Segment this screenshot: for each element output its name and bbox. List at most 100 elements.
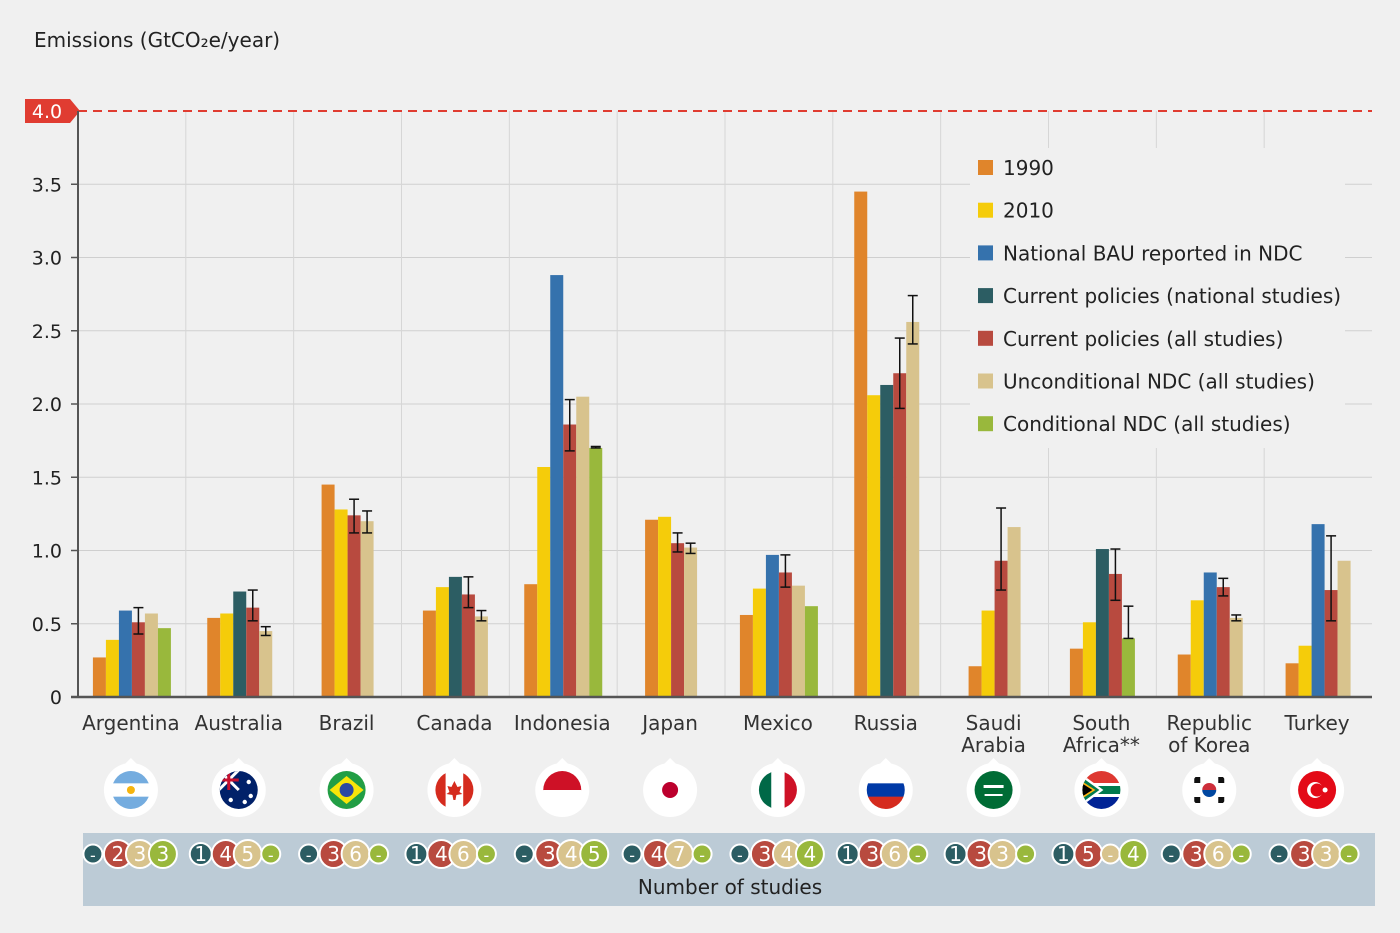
study-count-circle [1118, 839, 1149, 869]
study-count-argentina-3: 3 [147, 839, 178, 869]
study-count-republic-of-korea-3: - [1230, 843, 1252, 865]
study-count-republic-of-korea-2: 6 [1203, 839, 1234, 869]
y-tick-label: 1.0 [32, 541, 62, 563]
flag-graphic [219, 771, 258, 809]
legend-swatch-conditional-ndc-all-studies [978, 416, 993, 432]
legend-swatch-2010 [978, 202, 993, 218]
study-count-value: 5 [1082, 842, 1095, 866]
bar-republic-of-korea-current-policies-all-studies [1216, 587, 1230, 697]
bar-argentina-current-policies-all-studies [131, 622, 145, 697]
y-tick-label: 1.5 [32, 467, 62, 489]
bar-mexico-1990 [739, 614, 753, 697]
study-count-value: 3 [759, 842, 772, 866]
legend-swatch-national-bau-reported-in-ndc [978, 245, 993, 261]
study-count-value: 6 [457, 842, 470, 866]
bar-indonesia-conditional-ndc-all-studies [589, 447, 603, 697]
legend-label-2010: 2010 [1003, 199, 1054, 223]
study-count-japan-1: 4 [642, 839, 673, 869]
study-count-value: 3 [1320, 842, 1333, 866]
black-triangle [1082, 783, 1093, 797]
legend-label-national-bau-reported-in-ndc: National BAU reported in NDC [1003, 241, 1302, 265]
study-count-japan-2: 7 [664, 839, 695, 869]
study-count-canada-0: 1 [404, 842, 429, 866]
bar-mexico-unconditional-ndc-all-studies [791, 585, 805, 697]
y-tick-label: 2.0 [32, 394, 62, 416]
bar-russia-1990 [854, 191, 868, 697]
flag-graphic [327, 771, 366, 809]
study-count-turkey-0: - [1268, 843, 1290, 865]
study-count-circle [1015, 843, 1037, 865]
bar-russia-current-policies-all-studies [893, 373, 907, 697]
canada-flag-icon [427, 758, 482, 817]
study-count-value: 1 [194, 842, 207, 866]
study-count-south-africa-1: 5 [1073, 839, 1104, 869]
bar-argentina-unconditional-ndc-all-studies [144, 613, 158, 697]
study-count-south-africa-0: 1 [1051, 842, 1076, 866]
study-count-saudi-arabia-0: 1 [943, 842, 968, 866]
study-count-argentina-1: 2 [102, 839, 133, 869]
japan-flag-icon [643, 758, 698, 817]
legend-swatch-unconditional-ndc-all-studies [978, 373, 993, 389]
legend-swatch-current-policies-all-studies [978, 330, 993, 346]
study-count-value: - [1108, 846, 1114, 865]
bar-turkey-1990 [1285, 663, 1299, 697]
error-bars [133, 294, 1337, 640]
studies-title: Number of studies [638, 875, 822, 899]
study-count-circle [621, 843, 643, 865]
bar-russia-current-policies-national-studies [880, 384, 894, 697]
y-tick-label: 3.0 [32, 248, 62, 270]
study-count-value: - [1238, 846, 1244, 865]
bar-indonesia-national-bau-reported-in-ndc [550, 275, 564, 697]
study-count-circle [298, 843, 320, 865]
south-africa-flag-icon [1074, 758, 1129, 817]
argentina-flag-icon [103, 758, 158, 817]
bar-canada-current-policies-national-studies [448, 576, 462, 697]
bar-argentina-2010 [105, 639, 119, 697]
stripe [866, 771, 905, 784]
study-count-canada-2: 6 [448, 839, 479, 869]
study-count-brazil-3: - [368, 843, 390, 865]
study-count-value: 1 [1057, 842, 1070, 866]
bars [92, 191, 1351, 697]
study-count-argentina-2: 3 [124, 839, 155, 869]
bar-australia-current-policies-all-studies [246, 607, 260, 697]
bar-south-africa-current-policies-national-studies [1095, 549, 1109, 697]
threshold-label-tag [25, 99, 80, 123]
flag-graphic [758, 771, 797, 809]
bar-mexico-2010 [752, 588, 766, 697]
study-count-value: - [306, 846, 312, 865]
bar-mexico-current-policies-all-studies [778, 572, 792, 697]
study-count-brazil-2: 6 [340, 839, 371, 869]
study-count-mexico-2: 4 [771, 839, 802, 869]
study-count-canada-3: - [475, 843, 497, 865]
south-korea-flag-icon [1182, 758, 1237, 817]
star-shape [1322, 787, 1328, 793]
trigram [1194, 777, 1201, 783]
flag-graphic [866, 771, 905, 809]
study-count-value: 2 [112, 842, 125, 866]
flag-graphic [1298, 771, 1337, 809]
x-tick-label-republic-of-korea: of Korea [1168, 733, 1250, 757]
study-count-value: 4 [781, 842, 794, 866]
study-count-circle [368, 843, 390, 865]
bar-japan-current-policies-all-studies [671, 543, 685, 697]
study-count-indonesia-0: - [513, 843, 535, 865]
bar-australia-2010 [220, 613, 234, 697]
study-count-russia-2: 6 [879, 839, 910, 869]
study-count-value: 5 [588, 842, 601, 866]
x-tick-label-turkey: Turkey [1284, 711, 1350, 735]
bar-australia-unconditional-ndc-all-studies [259, 631, 273, 697]
study-count-australia-1: 4 [210, 839, 241, 869]
study-count-value: 3 [134, 842, 147, 866]
bar-canada-unconditional-ndc-all-studies [474, 616, 488, 697]
bar-republic-of-korea-1990 [1177, 654, 1191, 697]
x-tick-label-canada: Canada [416, 711, 492, 735]
bar-argentina-1990 [92, 657, 106, 697]
study-count-turkey-2: 3 [1311, 839, 1342, 869]
trigram [1218, 777, 1225, 783]
bottom-band [1082, 797, 1121, 809]
study-count-brazil-0: - [298, 843, 320, 865]
bar-australia-1990 [207, 617, 221, 697]
bar-mexico-national-bau-reported-in-ndc [765, 554, 779, 697]
studies-panel-background [83, 833, 1375, 906]
